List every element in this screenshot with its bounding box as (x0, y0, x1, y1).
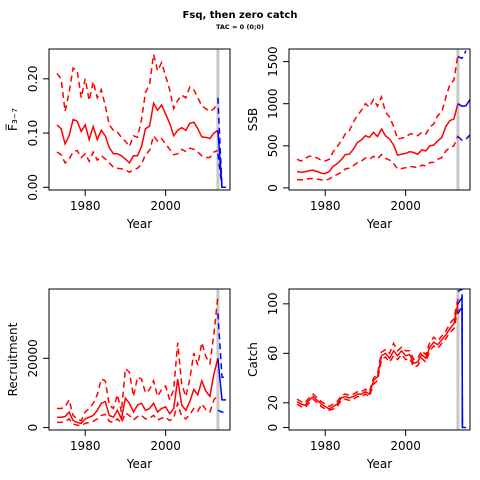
plot-frame (48, 48, 231, 191)
x-axis-label: Year (126, 217, 152, 231)
panel-ssb: 1980 2000 0 500 1000 1500 Year SSB (246, 46, 471, 231)
x-tick-label: 1980 (310, 439, 341, 453)
series-group (56, 54, 226, 189)
plot-frame (288, 48, 471, 191)
x-tick-label: 2000 (150, 199, 181, 213)
series-historic-median-line (57, 358, 219, 425)
y-tick-label: 60 (266, 346, 280, 361)
y-tick-label: 0.00 (26, 174, 40, 201)
series-historic-median-line (296, 103, 459, 175)
series-historic-lower-line (57, 394, 219, 427)
figure-title: Fsq, then zero catch (182, 10, 298, 21)
y-tick-label: 0 (266, 184, 280, 192)
series-group (296, 50, 470, 181)
y-tick-label: 0.10 (26, 120, 40, 147)
series-projection-upper-line (217, 313, 226, 379)
series-projection-upper-line (457, 289, 464, 428)
x-axis-label: Year (366, 217, 392, 231)
y-tick-label: 0 (26, 424, 40, 432)
series-historic-lower-line (296, 308, 459, 411)
series-projection-upper-line (457, 50, 467, 60)
series-historic-lower-line (296, 135, 459, 181)
y-tick-label: 0 (266, 424, 280, 432)
series-projection-lower-line (217, 409, 227, 414)
series-group (296, 289, 466, 429)
x-tick-label: 2000 (150, 439, 181, 453)
y-tick-label: 100 (266, 292, 280, 315)
y-tick-label: 1000 (266, 88, 280, 119)
series-projection-lower-line (217, 153, 223, 188)
y-axis-label: Recruitment (6, 322, 20, 396)
x-tick-label: 1980 (70, 439, 101, 453)
series-projection-lower-line (457, 303, 464, 428)
series-historic-median-line (296, 303, 459, 410)
y-tick-label: 20 (266, 395, 280, 410)
x-axis-label: Year (366, 457, 392, 471)
series-projection-median-line (217, 358, 226, 401)
series-historic-upper-line (296, 54, 459, 162)
y-tick-label: 500 (266, 134, 280, 157)
y-tick-label: 0.20 (26, 65, 40, 92)
series-historic-upper-line (56, 54, 219, 149)
x-axis-label: Year (126, 457, 152, 471)
panel-fbar: 1980 2000 0.00 0.10 0.20 Year F̅₃₋₇ (5, 48, 231, 231)
plot-frame (48, 288, 231, 431)
y-axis-label: SSB (246, 108, 260, 131)
y-tick-label: 20000 (26, 339, 40, 377)
x-tick-label: 1980 (70, 199, 101, 213)
series-projection-median-line (457, 99, 470, 107)
y-axis-label: Catch (246, 342, 260, 377)
series-historic-upper-line (57, 295, 219, 422)
series-historic-median-line (56, 101, 219, 165)
plot-frame (288, 288, 471, 431)
series-historic-lower-line (56, 134, 219, 173)
series-group (57, 295, 227, 427)
series-projection-upper-line (217, 97, 223, 188)
series-historic-upper-line (296, 298, 459, 408)
x-tick-label: 2000 (390, 199, 421, 213)
figure-subtitle: TAC = 0 (0;0) (215, 23, 265, 31)
y-axis-label: F̅₃₋₇ (5, 108, 20, 131)
x-tick-label: 1980 (310, 199, 341, 213)
y-tick-label: 1500 (266, 46, 280, 77)
series-projection-lower-line (457, 134, 470, 142)
panel-catch: 1980 2000 0 20 60 100 Year Catch (246, 288, 471, 471)
x-tick-label: 2000 (390, 439, 421, 453)
